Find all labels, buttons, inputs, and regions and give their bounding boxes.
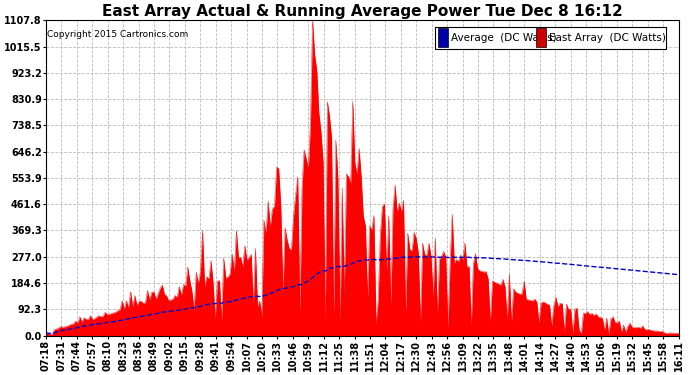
Text: Average  (DC Watts): Average (DC Watts) [451,33,556,43]
Text: East Array  (DC Watts): East Array (DC Watts) [549,33,666,43]
Title: East Array Actual & Running Average Power Tue Dec 8 16:12: East Array Actual & Running Average Powe… [102,4,622,19]
Bar [438,28,448,47]
Bar [435,27,666,49]
Bar [536,28,546,47]
Text: Copyright 2015 Cartronics.com: Copyright 2015 Cartronics.com [47,30,188,39]
